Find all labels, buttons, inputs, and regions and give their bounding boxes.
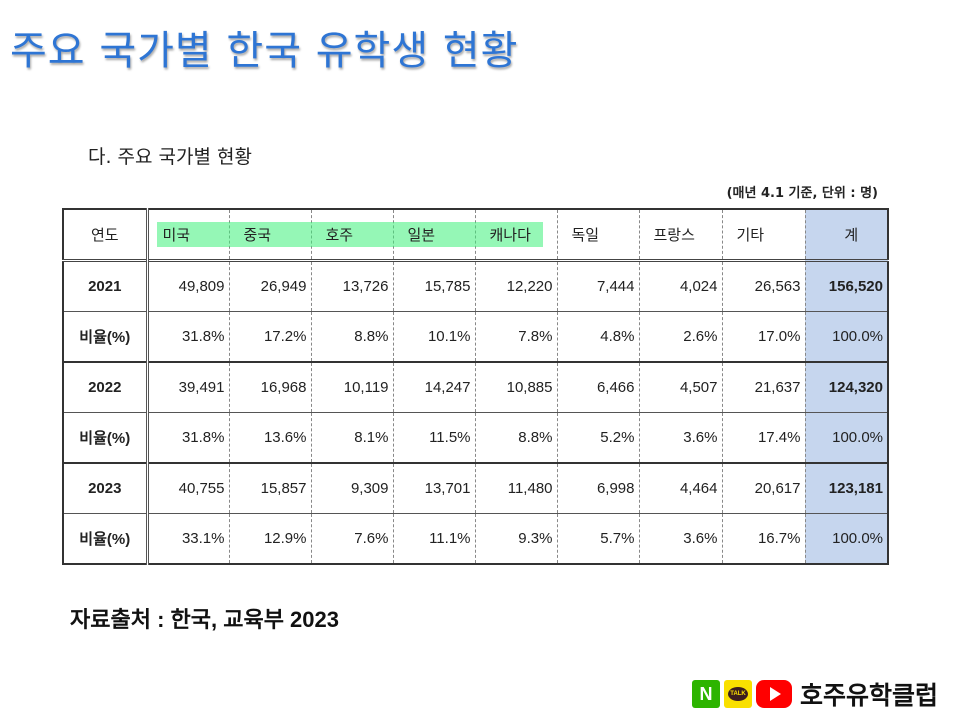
total-cell: 124,320 — [805, 362, 888, 413]
header-year: 연도 — [63, 209, 149, 261]
row-label: 비율(%) — [63, 513, 149, 565]
table-row: 비율(%) 31.8% 17.2% 8.8% 10.1% 7.8% 4.8% 2.6% 17.0… — [63, 311, 888, 363]
table-cell: 26,949 — [229, 260, 312, 312]
table-cell: 10,885 — [475, 362, 558, 413]
table-cell: 8.1% — [311, 412, 394, 464]
table-cell: 13.6% — [229, 412, 312, 464]
table-cell: 39,491 — [147, 362, 230, 413]
table-cell: 16,968 — [229, 362, 312, 413]
table-cell: 33.1% — [147, 513, 230, 565]
header-country: 미국 — [147, 209, 230, 261]
table-row: 2022 39,491 16,968 10,119 14,247 10,885 6,466 4… — [63, 362, 888, 413]
table-cell: 10.1% — [393, 311, 476, 363]
table-cell: 5.7% — [557, 513, 640, 565]
table-row: 비율(%) 31.8% 13.6% 8.1% 11.5% 8.8% 5.2% 3.6% 17.4… — [63, 412, 888, 464]
header-country: 독일 — [557, 209, 640, 261]
table-cell: 7,444 — [557, 260, 640, 312]
table-cell: 40,755 — [147, 463, 230, 514]
header-country: 프랑스 — [639, 209, 723, 261]
table-cell: 6,998 — [557, 463, 640, 514]
header-country: 중국 — [229, 209, 312, 261]
section-title: 다. 주요 국가별 현황 — [88, 146, 252, 168]
youtube-icon[interactable] — [756, 680, 792, 708]
table-cell: 49,809 — [147, 260, 230, 312]
header-country: 기타 — [722, 209, 806, 261]
total-cell: 100.0% — [805, 513, 888, 565]
naver-icon[interactable]: N — [692, 680, 720, 708]
total-cell: 100.0% — [805, 311, 888, 363]
table-cell: 10,119 — [311, 362, 394, 413]
header-total: 계 — [805, 209, 888, 261]
table-cell: 31.8% — [147, 311, 230, 363]
table-cell: 15,785 — [393, 260, 476, 312]
table-cell: 12.9% — [229, 513, 312, 565]
table-cell: 13,701 — [393, 463, 476, 514]
table-cell: 13,726 — [311, 260, 394, 312]
table-row: 비율(%) 33.1% 12.9% 7.6% 11.1% 9.3% 5.7% 3.6% 16.7… — [63, 513, 888, 565]
table-cell: 17.2% — [229, 311, 312, 363]
brand-name: 호주유학클럽 — [800, 681, 939, 710]
row-label: 2021 — [63, 260, 149, 312]
table-cell: 31.8% — [147, 412, 230, 464]
table-cell: 20,617 — [722, 463, 806, 514]
kakaotalk-icon[interactable]: TALK — [724, 680, 752, 708]
table-cell: 8.8% — [311, 311, 394, 363]
table-cell: 5.2% — [557, 412, 640, 464]
table-cell: 3.6% — [639, 513, 723, 565]
total-cell: 100.0% — [805, 412, 888, 464]
table-cell: 11.1% — [393, 513, 476, 565]
table-cell: 11,480 — [475, 463, 558, 514]
table-cell: 4,464 — [639, 463, 723, 514]
table-cell: 11.5% — [393, 412, 476, 464]
row-label: 2022 — [63, 362, 149, 413]
table-cell: 14,247 — [393, 362, 476, 413]
header-country: 호주 — [311, 209, 394, 261]
table-cell: 4,507 — [639, 362, 723, 413]
row-label: 비율(%) — [63, 412, 149, 464]
row-label: 비율(%) — [63, 311, 149, 363]
table-cell: 2.6% — [639, 311, 723, 363]
slide-title: 주요 국가별 한국 유학생 현황 — [10, 28, 519, 74]
table-cell: 4,024 — [639, 260, 723, 312]
table-cell: 26,563 — [722, 260, 806, 312]
student-stats-table: 연도 미국 중국 호주 일본 캐나다 독일 프랑스 기타 계 2021 49,80… — [62, 208, 889, 565]
header-country: 캐나다 — [475, 209, 558, 261]
table-row: 2023 40,755 15,857 9,309 13,701 11,480 6,998 4,… — [63, 463, 888, 514]
unit-note: (매년 4.1 기준, 단위 : 명) — [726, 186, 878, 201]
total-cell: 156,520 — [805, 260, 888, 312]
table-cell: 17.4% — [722, 412, 806, 464]
row-label: 2023 — [63, 463, 149, 514]
table-cell: 17.0% — [722, 311, 806, 363]
table-cell: 6,466 — [557, 362, 640, 413]
table-cell: 21,637 — [722, 362, 806, 413]
header-country: 일본 — [393, 209, 476, 261]
table-cell: 4.8% — [557, 311, 640, 363]
source-citation: 자료출처 : 한국, 교육부 2023 — [70, 607, 339, 632]
table-cell: 7.8% — [475, 311, 558, 363]
table-cell: 12,220 — [475, 260, 558, 312]
table-cell: 16.7% — [722, 513, 806, 565]
table-row: 2021 49,809 26,949 13,726 15,785 12,220 7,444 4… — [63, 260, 888, 312]
table-cell: 3.6% — [639, 412, 723, 464]
table-cell: 9,309 — [311, 463, 394, 514]
table-cell: 7.6% — [311, 513, 394, 565]
table-header-row: 연도 미국 중국 호주 일본 캐나다 독일 프랑스 기타 계 — [63, 209, 888, 261]
table-cell: 8.8% — [475, 412, 558, 464]
total-cell: 123,181 — [805, 463, 888, 514]
table-cell: 15,857 — [229, 463, 312, 514]
brand-footer: N TALK 호주유학클럽 — [692, 676, 938, 712]
table-cell: 9.3% — [475, 513, 558, 565]
